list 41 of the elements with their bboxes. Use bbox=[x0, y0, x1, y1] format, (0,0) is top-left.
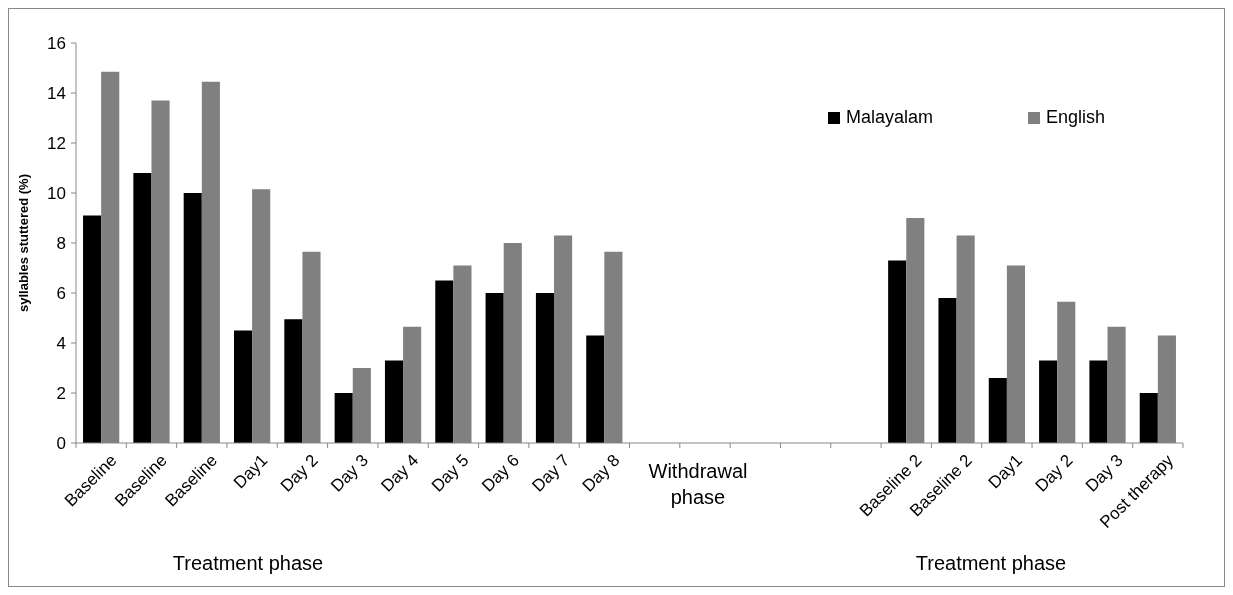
y-tick-label: 2 bbox=[56, 383, 66, 403]
y-tick-label: 10 bbox=[47, 183, 66, 203]
y-tick-label: 8 bbox=[56, 233, 66, 253]
x-tick-label: Day 2 bbox=[276, 450, 322, 496]
bar bbox=[234, 330, 253, 443]
x-tick-label: Day 3 bbox=[1081, 450, 1127, 496]
legend-label: English bbox=[1046, 107, 1106, 127]
bar bbox=[83, 215, 102, 443]
x-tick-label: Day 8 bbox=[578, 450, 624, 496]
y-tick-label: 12 bbox=[47, 133, 66, 153]
bar bbox=[938, 298, 957, 443]
y-tick-label: 4 bbox=[56, 333, 66, 353]
bar bbox=[435, 280, 454, 443]
bar bbox=[988, 378, 1007, 443]
y-axis-title: syllables stuttered (%) bbox=[16, 174, 31, 312]
bar bbox=[1089, 360, 1108, 443]
bar bbox=[334, 393, 353, 443]
bar bbox=[133, 173, 152, 443]
x-tick-label: Day 3 bbox=[327, 450, 372, 496]
text: Withdrawal phase bbox=[648, 460, 748, 508]
bar bbox=[1039, 360, 1058, 443]
bar bbox=[888, 260, 907, 443]
x-tick-label: Day 5 bbox=[427, 450, 473, 496]
bar bbox=[586, 335, 605, 443]
bar bbox=[384, 360, 404, 443]
x-tick-label: Day 2 bbox=[1031, 450, 1077, 496]
bar bbox=[485, 293, 504, 443]
text: Treatment phase bbox=[172, 552, 324, 574]
x-tick-label: Day 7 bbox=[528, 450, 574, 496]
bar bbox=[535, 293, 555, 443]
y-tick-label: 14 bbox=[47, 83, 66, 103]
x-tick-label: Day 6 bbox=[478, 450, 523, 496]
y-tick-label: 6 bbox=[56, 283, 66, 303]
bar bbox=[284, 319, 303, 443]
y-tick-label: 16 bbox=[47, 33, 66, 53]
bar bbox=[183, 193, 202, 443]
x-tick-label: Day 4 bbox=[377, 450, 423, 496]
text: Treatment phase bbox=[915, 552, 1067, 574]
legend-label: Malayalam bbox=[846, 107, 934, 127]
bar bbox=[1139, 393, 1158, 443]
y-tick-label: 0 bbox=[56, 433, 66, 453]
